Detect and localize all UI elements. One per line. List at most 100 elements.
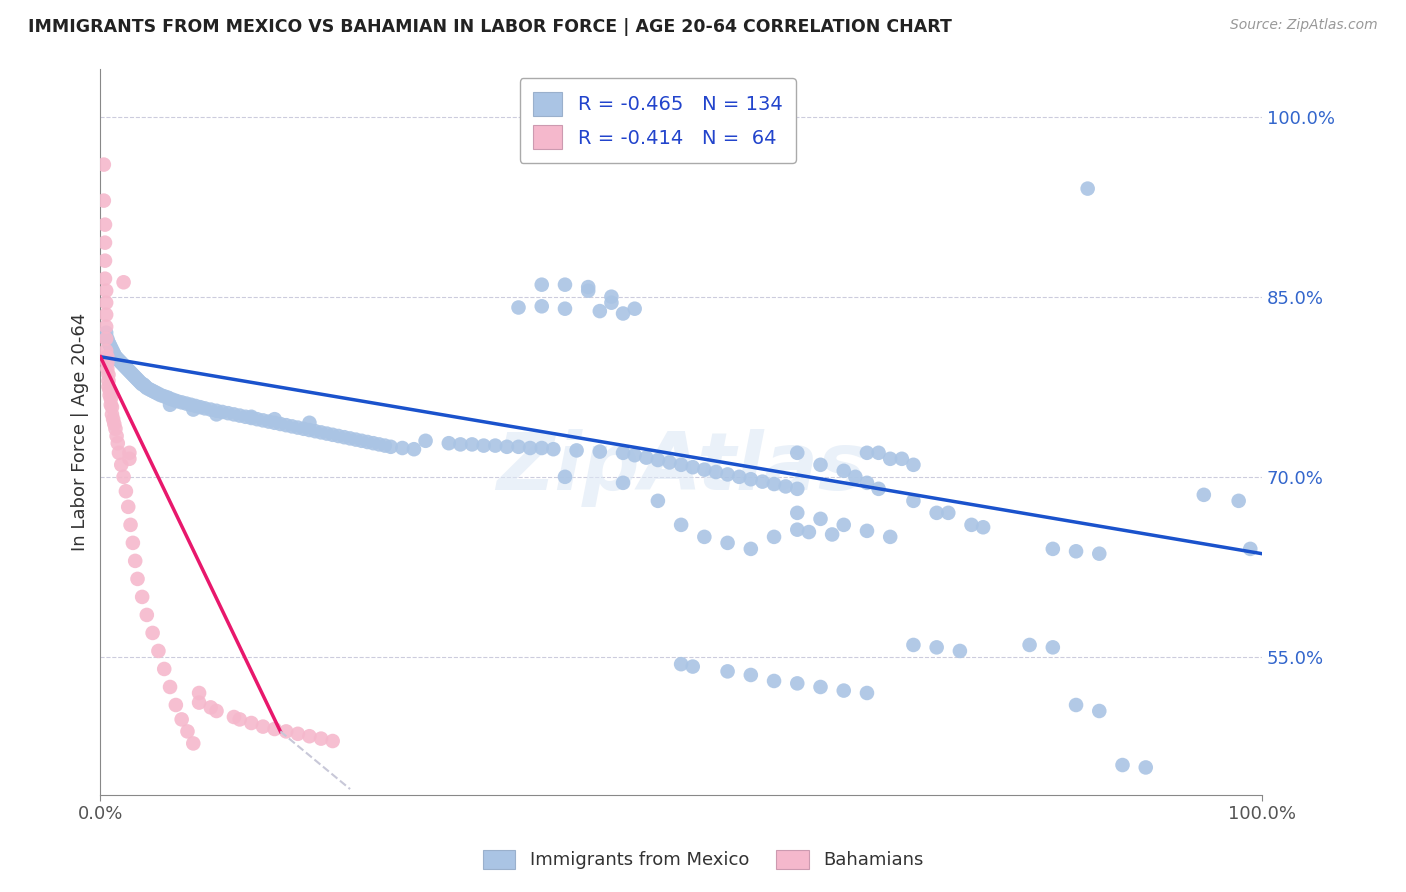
Point — [122, 368, 145, 383]
Point — [96, 332, 118, 346]
Point — [100, 398, 122, 412]
Point — [122, 536, 145, 550]
Point — [103, 417, 125, 431]
Point — [176, 724, 198, 739]
Point — [565, 443, 588, 458]
Point — [240, 411, 263, 425]
Point — [1042, 640, 1064, 655]
Point — [315, 426, 337, 441]
Point — [508, 440, 530, 454]
Point — [363, 436, 385, 450]
Point — [205, 704, 228, 718]
Point — [252, 720, 274, 734]
Point — [118, 364, 141, 378]
Point — [600, 290, 623, 304]
Point — [693, 462, 716, 476]
Point — [200, 700, 222, 714]
Point — [94, 218, 117, 232]
Point — [108, 446, 131, 460]
Point — [763, 673, 786, 688]
Point — [108, 354, 131, 368]
Point — [170, 395, 193, 409]
Point — [122, 368, 145, 382]
Point — [112, 470, 135, 484]
Point — [936, 506, 959, 520]
Point — [127, 373, 149, 387]
Point — [292, 422, 315, 436]
Point — [188, 696, 211, 710]
Point — [298, 416, 321, 430]
Point — [832, 464, 855, 478]
Point — [636, 450, 658, 465]
Point — [716, 467, 738, 482]
Point — [1192, 488, 1215, 502]
Point — [101, 412, 124, 426]
Point — [269, 417, 291, 431]
Point — [246, 412, 269, 426]
Point — [281, 419, 304, 434]
Point — [728, 470, 751, 484]
Point — [589, 304, 612, 318]
Point — [740, 541, 762, 556]
Point — [96, 332, 118, 346]
Point — [797, 524, 820, 539]
Point — [142, 384, 165, 399]
Y-axis label: In Labor Force | Age 20-64: In Labor Force | Age 20-64 — [72, 313, 89, 551]
Point — [775, 479, 797, 493]
Point — [128, 374, 150, 388]
Point — [832, 517, 855, 532]
Point — [972, 520, 994, 534]
Point — [810, 458, 832, 472]
Point — [530, 277, 553, 292]
Point — [229, 713, 252, 727]
Point — [484, 439, 506, 453]
Point — [222, 710, 245, 724]
Point — [96, 295, 118, 310]
Point — [101, 347, 124, 361]
Point — [960, 517, 983, 532]
Point — [112, 275, 135, 289]
Point — [166, 394, 188, 409]
Point — [98, 384, 121, 398]
Point — [612, 446, 634, 460]
Point — [94, 235, 117, 250]
Point — [693, 530, 716, 544]
Point — [576, 284, 599, 298]
Point — [402, 442, 425, 457]
Point — [96, 319, 118, 334]
Point — [304, 424, 326, 438]
Point — [107, 352, 129, 367]
Point — [682, 659, 704, 673]
Point — [868, 482, 890, 496]
Point — [344, 433, 367, 447]
Point — [554, 301, 576, 316]
Point — [105, 351, 128, 365]
Point — [188, 686, 211, 700]
Point — [205, 404, 228, 418]
Point — [181, 736, 204, 750]
Point — [786, 482, 808, 496]
Point — [461, 437, 484, 451]
Point — [252, 413, 274, 427]
Point — [240, 409, 263, 424]
Point — [142, 626, 165, 640]
Point — [810, 680, 832, 694]
Legend: R = -0.465   N = 134, R = -0.414   N =  64: R = -0.465 N = 134, R = -0.414 N = 64 — [520, 78, 796, 162]
Point — [298, 729, 321, 743]
Point — [100, 392, 122, 406]
Point — [132, 377, 155, 392]
Point — [101, 343, 124, 357]
Point — [188, 400, 211, 414]
Point — [287, 420, 309, 434]
Point — [1088, 547, 1111, 561]
Point — [170, 713, 193, 727]
Point — [115, 361, 138, 376]
Point — [1064, 698, 1087, 712]
Point — [1239, 541, 1261, 556]
Point — [96, 308, 118, 322]
Point — [97, 335, 120, 350]
Point — [115, 484, 138, 499]
Point — [740, 472, 762, 486]
Point — [103, 347, 125, 361]
Point — [120, 517, 142, 532]
